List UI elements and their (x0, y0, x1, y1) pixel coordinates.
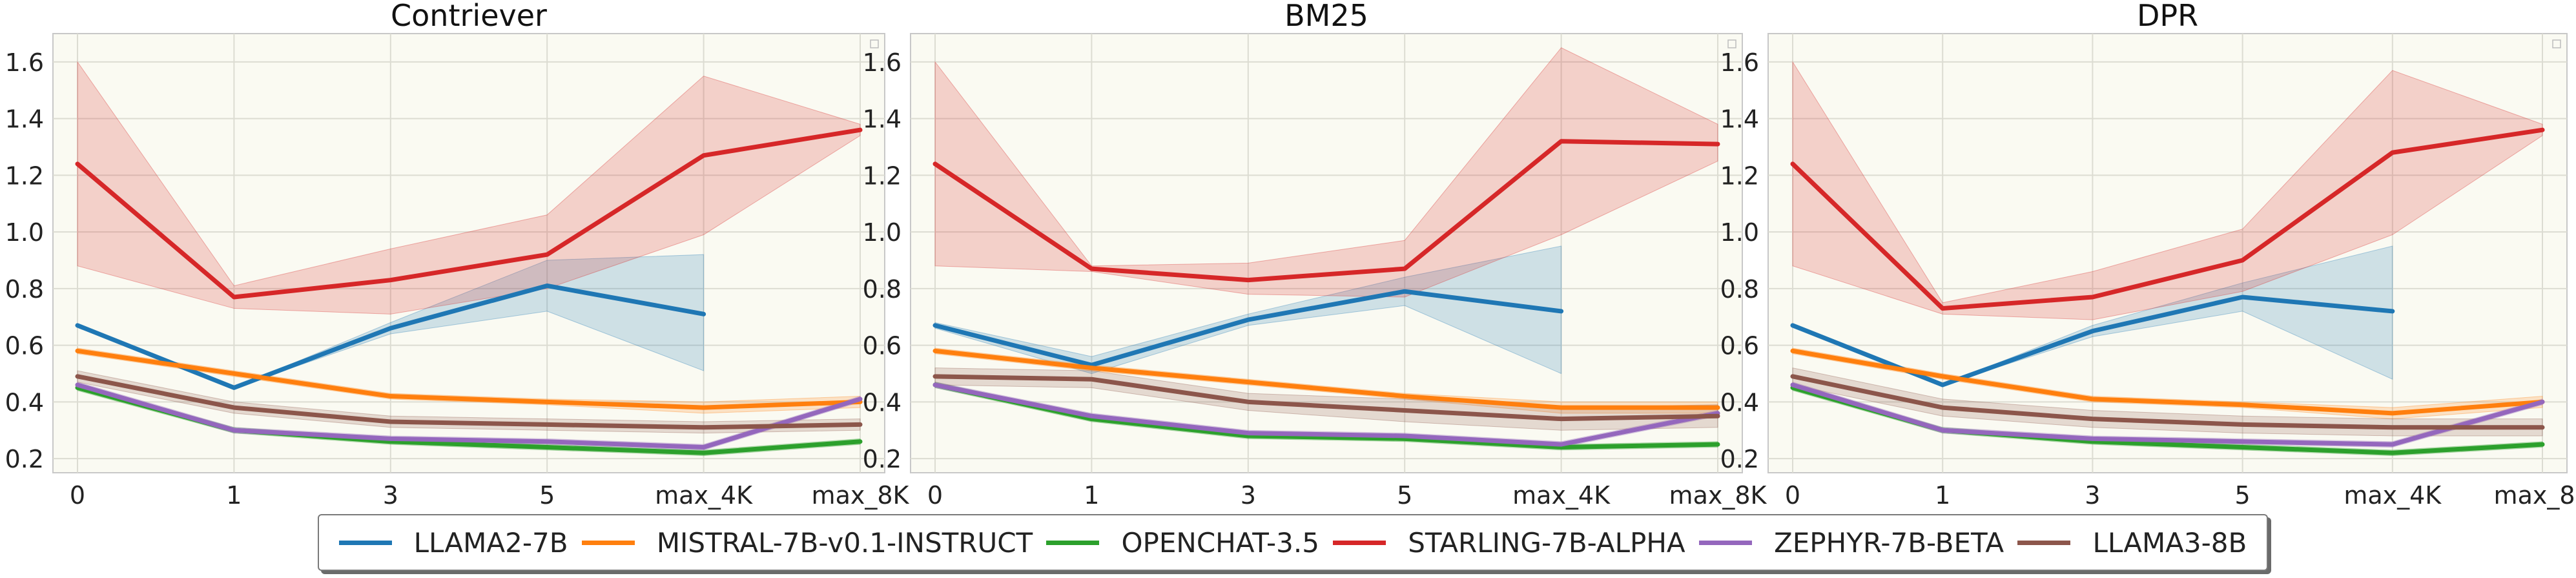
legend-swatch-starling (1333, 540, 1386, 545)
x-tick-label: 0 (70, 481, 85, 510)
series-line-llama3-8b (1790, 374, 2545, 430)
empty-legend-box (1727, 39, 1736, 48)
empty-legend-box (2552, 39, 2561, 48)
band-mistral-7b-v0.1-instruct (1792, 347, 2543, 420)
x-tick-label: max_8K (1669, 481, 1767, 510)
legend-label: MISTRAL-7B-v0.1-INSTRUCT (656, 526, 1033, 559)
y-tick-label: 0.6 (1720, 332, 1759, 360)
y-tick-label: 1.0 (863, 218, 902, 247)
legend-label: LLAMA3-8B (2092, 526, 2247, 559)
band-llama2-7b (934, 245, 1562, 375)
y-tick-label: 0.2 (5, 445, 44, 473)
y-tick-label: 1.0 (1720, 218, 1759, 247)
x-tick-label: max_8K (812, 481, 910, 510)
y-tick-label: 1.6 (5, 48, 44, 77)
y-tick-label: 0.6 (5, 332, 44, 360)
legend-label: STARLING-7B-ALPHA (1408, 526, 1685, 559)
x-tick-label: max_4K (655, 481, 753, 510)
x-tick-label: 1 (1084, 481, 1099, 510)
legend-item: OPENCHAT-3.5 (1046, 527, 1319, 559)
legend-swatch-openchat (1046, 540, 1100, 545)
y-tick-label: 1.2 (1720, 161, 1759, 190)
series-line-zephyr-7b-beta (933, 382, 1720, 447)
y-tick-label: 0.8 (1720, 275, 1759, 304)
series-line-starling-7b-alpha (75, 127, 863, 300)
legend-swatch-mistral-7b (581, 540, 635, 545)
legend-swatch-llama3-8b (2017, 540, 2071, 545)
empty-legend-box (870, 39, 879, 48)
series-line-openchat-3.5 (933, 382, 1720, 450)
y-tick-label: 0.2 (863, 445, 902, 473)
y-tick-label: 1.6 (863, 48, 902, 77)
legend: LLAMA2-7B MISTRAL-7B-v0.1-INSTRUCT OPENC… (318, 514, 2268, 571)
x-tick-label: 0 (1785, 481, 1800, 510)
x-tick-label: 5 (1397, 481, 1412, 510)
y-tick-label: 0.4 (5, 388, 44, 417)
y-tick-label: 0.2 (1720, 445, 1759, 473)
y-tick-label: 1.0 (5, 218, 44, 247)
series-line-mistral-7b-v0.1-instruct (1790, 348, 2545, 416)
subplot-title: BM25 (1284, 0, 1368, 33)
legend-item: ZEPHYR-7B-BETA (1698, 526, 2004, 559)
y-tick-label: 0.6 (863, 332, 902, 360)
subplot-dpr: 0.2 0.4 0.6 0.8 1.0 1.2 1.4 1.6 0 1 3 5 max_4K max_8K… (1720, 0, 2576, 510)
series-line-llama2-7b (1790, 294, 2395, 387)
series-line-llama3-8b (75, 374, 863, 430)
series-line-mistral-7b-v0.1-instruct (933, 348, 1720, 410)
legend-label: ZEPHYR-7B-BETA (1773, 526, 2004, 559)
band-starling-7b-alpha (1792, 61, 2543, 320)
band-starling-7b-alpha (77, 61, 861, 315)
legend-item: STARLING-7B-ALPHA (1333, 527, 1685, 559)
legend-item: LLAMA3-8B (2017, 527, 2247, 559)
y-tick-label: 1.4 (863, 105, 902, 134)
legend-item: LLAMA2-7B (338, 526, 568, 559)
legend-swatch-llama2-7b (338, 540, 392, 545)
axes-background (910, 33, 1743, 473)
x-tick-label: 1 (1935, 481, 1950, 510)
x-tick-label: 3 (383, 481, 398, 510)
x-tick-label: 3 (2085, 481, 2100, 510)
series-line-llama3-8b (933, 374, 1720, 422)
subplot-title: Contriever (391, 0, 547, 33)
y-tick-label: 0.4 (1720, 388, 1759, 417)
subplot-contriever: 0.2 0.4 0.6 0.8 1.0 1.2 1.4 1.6 0 1 3 5 max_4K max_8K… (5, 0, 910, 510)
x-tick-label: max_4K (1512, 481, 1611, 510)
y-tick-label: 1.4 (1720, 105, 1759, 134)
y-tick-label: 0.4 (863, 388, 902, 417)
band-starling-7b-alpha (934, 47, 1718, 298)
series-line-zephyr-7b-beta (1790, 382, 2545, 447)
y-tick-label: 1.2 (863, 161, 902, 190)
subplot-bm25: 0.2 0.4 0.6 0.8 1.0 1.2 1.4 1.6 0 1 3 5 max_4K max_8K… (863, 0, 1767, 510)
legend-swatch-zephyr (1698, 540, 1752, 545)
x-tick-label: max_8K (2494, 481, 2576, 510)
series-line-starling-7b-alpha (1790, 127, 2545, 311)
y-tick-label: 0.8 (863, 275, 902, 304)
x-tick-label: 5 (539, 481, 555, 510)
y-tick-label: 1.2 (5, 161, 44, 190)
y-tick-label: 1.6 (1720, 48, 1759, 77)
series-line-llama2-7b (933, 289, 1564, 367)
y-tick-label: 0.8 (5, 275, 44, 304)
legend-item: MISTRAL-7B-v0.1-INSTRUCT (581, 526, 1033, 559)
series-line-mistral-7b-v0.1-instruct (75, 348, 863, 410)
x-tick-label: 5 (2235, 481, 2251, 510)
legend-label: LLAMA2-7B (413, 526, 568, 559)
band-llama3-8b (1792, 367, 2543, 437)
x-tick-label: 3 (1241, 481, 1256, 510)
subplot-title: DPR (2137, 0, 2198, 33)
x-tick-label: 0 (927, 481, 943, 510)
series-line-starling-7b-alpha (933, 139, 1720, 283)
x-tick-label: max_4K (2344, 481, 2442, 510)
x-tick-label: 1 (226, 481, 242, 510)
legend-label: OPENCHAT-3.5 (1121, 526, 1319, 559)
series-line-zephyr-7b-beta (75, 382, 863, 450)
y-tick-label: 1.4 (5, 105, 44, 134)
